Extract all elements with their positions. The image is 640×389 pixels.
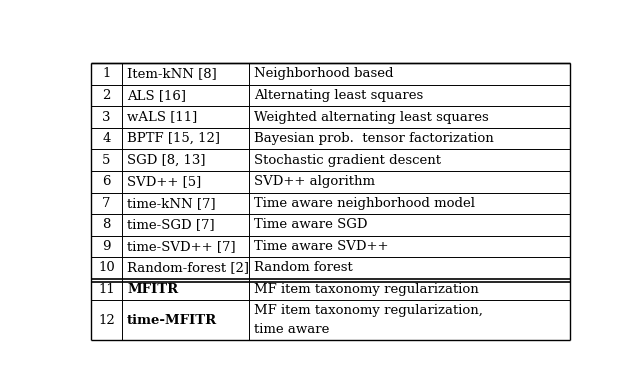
Text: 6: 6 — [102, 175, 111, 188]
Text: Time aware SGD: Time aware SGD — [253, 218, 367, 231]
Text: Random forest: Random forest — [253, 261, 353, 275]
Text: 3: 3 — [102, 110, 111, 124]
Text: BPTF [15, 12]: BPTF [15, 12] — [127, 132, 220, 145]
Text: Stochastic gradient descent: Stochastic gradient descent — [253, 154, 440, 166]
Text: 5: 5 — [102, 154, 111, 166]
Text: 12: 12 — [98, 314, 115, 327]
Text: 2: 2 — [102, 89, 111, 102]
Text: Random-forest [2]: Random-forest [2] — [127, 261, 249, 275]
Text: Bayesian prob.  tensor factorization: Bayesian prob. tensor factorization — [253, 132, 493, 145]
Text: SVD++ algorithm: SVD++ algorithm — [253, 175, 374, 188]
Text: MF item taxonomy regularization,: MF item taxonomy regularization, — [253, 304, 483, 317]
Text: time-kNN [7]: time-kNN [7] — [127, 197, 216, 210]
Text: 7: 7 — [102, 197, 111, 210]
Text: time-SGD [7]: time-SGD [7] — [127, 218, 215, 231]
Text: time aware: time aware — [253, 323, 329, 336]
Text: time-MFITR: time-MFITR — [127, 314, 217, 327]
Text: wALS [11]: wALS [11] — [127, 110, 197, 124]
Text: Alternating least squares: Alternating least squares — [253, 89, 423, 102]
Text: 10: 10 — [98, 261, 115, 275]
Text: 8: 8 — [102, 218, 111, 231]
Text: SVD++ [5]: SVD++ [5] — [127, 175, 202, 188]
Text: Time aware neighborhood model: Time aware neighborhood model — [253, 197, 475, 210]
Text: SGD [8, 13]: SGD [8, 13] — [127, 154, 205, 166]
Text: MFITR: MFITR — [127, 283, 179, 296]
Text: 9: 9 — [102, 240, 111, 253]
Text: time-SVD++ [7]: time-SVD++ [7] — [127, 240, 236, 253]
Text: Weighted alternating least squares: Weighted alternating least squares — [253, 110, 488, 124]
Text: Item-kNN [8]: Item-kNN [8] — [127, 67, 217, 81]
Text: 1: 1 — [102, 67, 111, 81]
Text: 4: 4 — [102, 132, 111, 145]
Text: ALS [16]: ALS [16] — [127, 89, 186, 102]
Text: 11: 11 — [98, 283, 115, 296]
Text: MF item taxonomy regularization: MF item taxonomy regularization — [253, 283, 478, 296]
Text: Time aware SVD++: Time aware SVD++ — [253, 240, 388, 253]
Text: Neighborhood based: Neighborhood based — [253, 67, 393, 81]
